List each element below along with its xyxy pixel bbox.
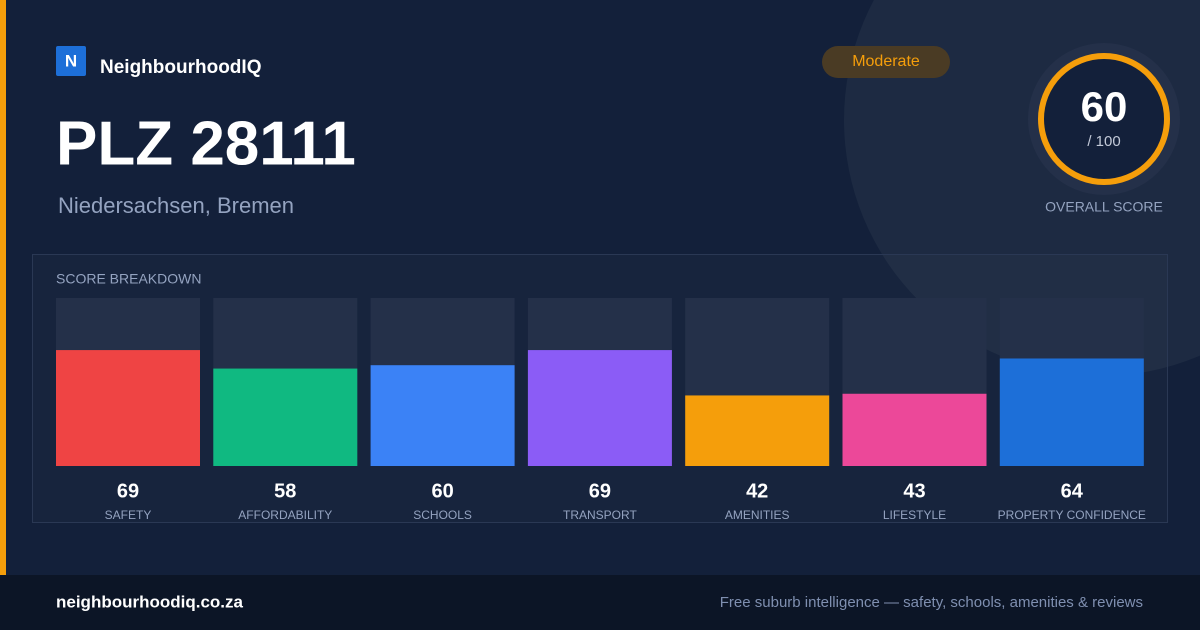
logo-letter: N <box>65 51 77 70</box>
bar <box>370 365 515 466</box>
category-label: LIFESTYLE <box>883 508 946 522</box>
bar <box>685 395 830 466</box>
overall-score: 60 <box>1081 83 1128 130</box>
category-label: AMENITIES <box>725 508 790 522</box>
overall-out-of: / 100 <box>1087 133 1120 150</box>
footer <box>0 575 1200 630</box>
value-label: 43 <box>903 480 925 502</box>
score-ring <box>1038 53 1170 185</box>
bar <box>999 358 1144 466</box>
bar <box>842 393 987 466</box>
logo <box>56 46 86 76</box>
title: PLZ 28111 <box>56 109 356 178</box>
subtitle: Niedersachsen, Bremen <box>58 193 294 218</box>
value-label: 64 <box>1061 480 1084 502</box>
overall-label: OVERALL SCORE <box>1045 199 1163 215</box>
category-label: PROPERTY CONFIDENCE <box>998 508 1146 522</box>
breakdown-title: SCORE BREAKDOWN <box>56 271 201 287</box>
breakdown-panel <box>32 254 1168 523</box>
category-label: TRANSPORT <box>563 508 637 522</box>
category-label: SCHOOLS <box>413 508 472 522</box>
category-label: AFFORDABILITY <box>238 508 332 522</box>
accent-stripe <box>0 0 6 575</box>
category-label: SAFETY <box>105 508 152 522</box>
value-label: 58 <box>274 480 296 502</box>
bar <box>527 350 672 466</box>
value-label: 69 <box>117 480 139 502</box>
bar <box>56 350 200 466</box>
badge <box>822 46 950 78</box>
value-label: 60 <box>431 480 453 502</box>
bar <box>213 368 358 466</box>
brand: NeighbourhoodIQ <box>100 57 261 78</box>
value-label: 69 <box>589 480 611 502</box>
footer-site: neighbourhoodiq.co.za <box>56 592 244 611</box>
footer-tagline: Free suburb intelligence — safety, schoo… <box>720 594 1143 611</box>
badge-text: Moderate <box>852 53 920 70</box>
value-label: 42 <box>746 480 768 502</box>
